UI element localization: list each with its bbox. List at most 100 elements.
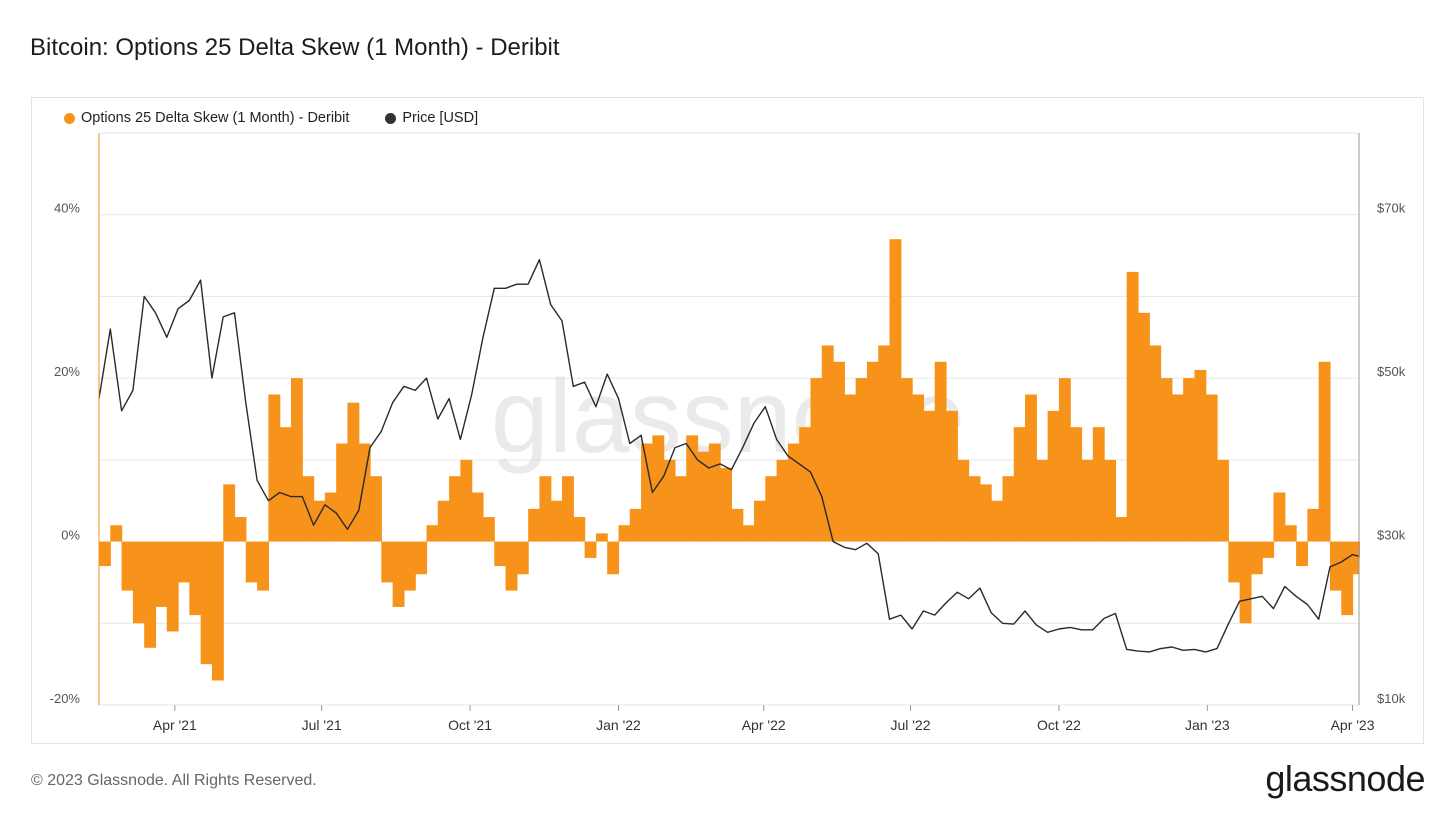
skew-bar <box>1341 541 1354 616</box>
skew-bar <box>697 451 710 542</box>
skew-bar <box>776 459 789 542</box>
skew-bar <box>1092 427 1105 542</box>
skew-bar <box>505 541 518 591</box>
chart-panel <box>31 97 1424 744</box>
skew-bar <box>437 500 450 542</box>
skew-bar <box>245 541 258 583</box>
skew-bar <box>607 541 620 575</box>
skew-bar <box>257 541 269 591</box>
x-axis-ticks: Apr '21 Jul '21 Oct '21 Jan '22 Apr '22 Jul '… <box>153 705 1375 733</box>
skew-bar <box>1002 476 1015 542</box>
skew-bar <box>934 361 947 542</box>
legend-marker-skew <box>64 112 75 124</box>
skew-bar <box>347 402 360 542</box>
skew-bar <box>539 476 552 542</box>
skew-bar <box>1171 394 1184 542</box>
x-tick-label: Oct '22 <box>1037 717 1081 733</box>
skew-bar <box>324 492 337 542</box>
skew-bar <box>1160 378 1173 542</box>
skew-bar <box>516 541 529 575</box>
skew-bar <box>979 484 992 542</box>
skew-bar <box>855 378 868 542</box>
skew-bar <box>1228 541 1241 583</box>
legend-label-skew: Options 25 Delta Skew (1 Month) - Deribi… <box>81 110 350 126</box>
skew-bar <box>132 541 145 624</box>
skew-bar <box>381 541 394 583</box>
copyright: © 2023 Glassnode. All Rights Reserved. <box>31 772 317 789</box>
skew-bar <box>494 541 507 567</box>
skew-bar <box>1036 459 1049 542</box>
skew-bar <box>211 541 224 681</box>
right-tick-label: $30k <box>1377 528 1406 543</box>
left-tick-label: 0% <box>61 528 80 543</box>
skew-bar <box>833 361 845 542</box>
skew-bar <box>821 345 834 542</box>
skew-bar <box>1329 541 1342 591</box>
skew-bar <box>1115 517 1128 542</box>
skew-bar <box>1070 427 1083 542</box>
skew-bar <box>708 443 721 542</box>
skew-bar <box>912 394 925 542</box>
skew-bar <box>618 525 631 542</box>
x-tick-label: Oct '21 <box>448 717 492 733</box>
skew-bar <box>200 541 213 665</box>
skew-bar <box>866 361 879 542</box>
x-tick-label: Jan '22 <box>596 717 641 733</box>
skew-bar <box>358 443 371 542</box>
skew-bar <box>1262 541 1275 558</box>
x-tick-label: Apr '22 <box>742 717 786 733</box>
skew-bar <box>1273 492 1286 542</box>
skew-bar <box>155 541 168 607</box>
skew-bar <box>290 378 303 542</box>
skew-bar <box>166 541 179 632</box>
legend-marker-price <box>385 112 397 124</box>
skew-bar <box>268 394 281 542</box>
skew-bar <box>562 476 574 542</box>
skew-bar <box>663 459 676 542</box>
skew-bar <box>991 500 1004 542</box>
skew-bar <box>482 517 495 542</box>
skew-bar <box>392 541 405 607</box>
skew-bar <box>1250 541 1263 575</box>
right-tick-label: $70k <box>1377 201 1406 216</box>
legend-item-skew[interactable]: Options 25 Delta Skew (1 Month) - Deribi… <box>64 110 349 126</box>
skew-bar <box>223 484 236 542</box>
chart-legend: Options 25 Delta Skew (1 Month) - Deribi… <box>64 110 478 126</box>
skew-bar <box>799 427 812 542</box>
skew-bar <box>460 459 473 542</box>
skew-bar <box>313 500 326 542</box>
brand-logo: glassnode <box>1265 758 1425 799</box>
skew-bar <box>686 435 699 542</box>
skew-bar <box>121 541 134 591</box>
skew-bar <box>720 468 733 542</box>
chart-title: Bitcoin: Options 25 Delta Skew (1 Month)… <box>30 34 560 61</box>
legend-label-price: Price [USD] <box>402 110 479 126</box>
skew-bar <box>471 492 484 542</box>
skew-bar <box>1205 394 1218 542</box>
skew-bar <box>336 443 349 542</box>
skew-bar <box>1149 345 1162 542</box>
skew-bar <box>528 508 541 542</box>
skew-bar <box>178 541 190 583</box>
skew-bar <box>1058 378 1071 542</box>
skew-series <box>99 239 1360 681</box>
price-line <box>98 259 1360 653</box>
price-series <box>98 259 1360 653</box>
skew-bar <box>1081 459 1094 542</box>
skew-bar <box>945 410 958 542</box>
skew-bar <box>189 541 202 616</box>
skew-bar <box>1296 541 1308 567</box>
skew-bar <box>968 476 981 542</box>
skew-bar <box>641 443 653 542</box>
skew-bar <box>1284 525 1297 542</box>
legend-item-price[interactable]: Price [USD] <box>385 110 478 126</box>
skew-bar <box>110 525 123 542</box>
x-tick-label: Jul '22 <box>890 717 930 733</box>
skew-bar <box>370 476 382 542</box>
skew-bar <box>1137 312 1150 542</box>
skew-bar <box>449 476 461 542</box>
skew-bar <box>1047 410 1060 542</box>
skew-bar <box>234 517 247 542</box>
skew-bar <box>844 394 857 542</box>
skew-bar <box>1183 378 1196 542</box>
